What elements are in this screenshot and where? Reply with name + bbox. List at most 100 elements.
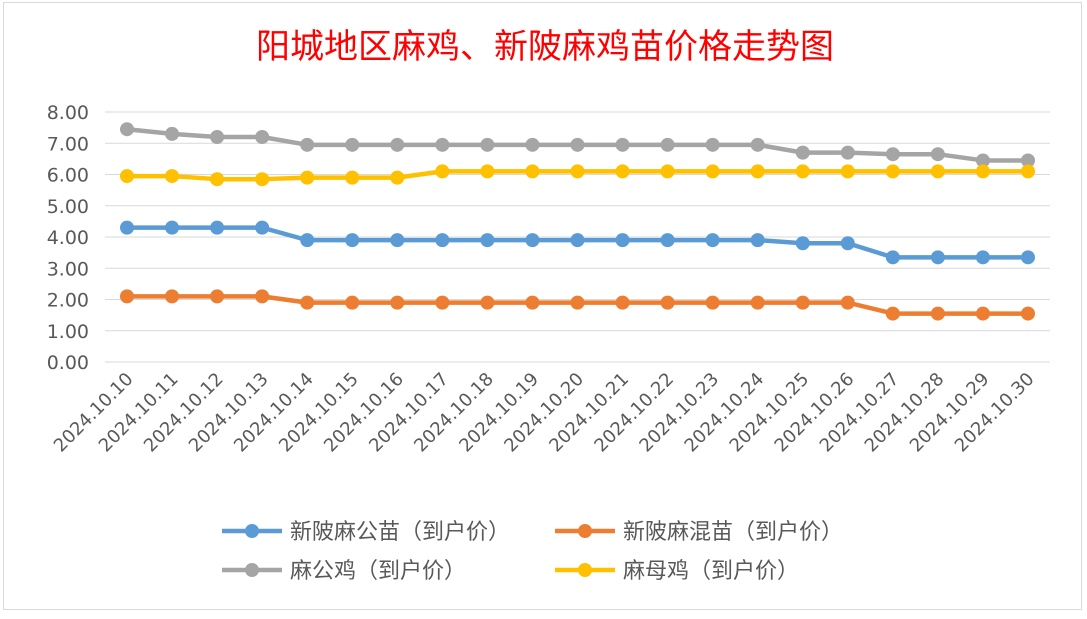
y-tick-label: 8.00 [47,102,89,124]
data-point [300,137,315,152]
data-point [705,233,720,248]
data-point [1021,306,1035,321]
legend: 新陂麻公苗（到户价） 新陂麻混苗（到户价） 麻公鸡（到户价） 麻母鸡（到户价） [222,520,843,584]
series-layer [120,122,1035,321]
legend-label: 麻公鸡（到户价） [290,559,466,584]
legend-label: 新陂麻混苗（到户价） [623,520,843,545]
y-tick-label: 5.00 [47,196,89,218]
data-point [840,164,855,179]
legend-item: 麻母鸡（到户价） [555,559,799,584]
data-point [795,164,810,179]
data-point [885,306,900,321]
data-point [570,164,585,179]
data-point [750,233,765,248]
data-point [750,164,765,179]
data-point [435,295,450,310]
data-point [345,170,360,185]
data-point [615,295,630,310]
data-point [255,172,270,187]
legend-item: 麻公鸡（到户价） [222,559,466,584]
data-point [750,137,765,152]
data-point [300,170,315,185]
data-point [480,164,495,179]
data-point [930,147,945,162]
data-point [1021,250,1035,265]
data-point [525,164,540,179]
series-2 [120,122,1035,168]
data-point [795,236,810,251]
data-point [615,137,630,152]
data-point [390,233,405,248]
data-point [930,306,945,321]
data-point [390,295,405,310]
data-point [120,122,134,137]
data-point [840,295,855,310]
y-tick-label: 7.00 [47,133,89,155]
chart-title: 阳城地区麻鸡、新陂麻鸡苗价格走势图 [256,27,834,67]
data-point [120,289,134,304]
data-point [300,295,315,310]
data-point [840,145,855,160]
data-point [435,164,450,179]
legend-label: 新陂麻公苗（到户价） [290,520,510,545]
data-point [525,233,540,248]
data-point [615,164,630,179]
legend-item: 新陂麻公苗（到户价） [222,520,510,545]
data-point [165,220,180,235]
data-point [840,236,855,251]
data-point [615,233,630,248]
legend-marker [578,524,592,538]
data-point [570,137,585,152]
data-point [480,137,495,152]
data-point [255,130,270,144]
legend-marker [245,563,259,577]
data-point [255,289,270,304]
data-point [975,153,990,168]
y-tick-label: 0.00 [47,352,89,374]
data-point [930,164,945,179]
series-0 [120,220,1035,265]
data-point [660,233,675,248]
data-point [1021,153,1035,168]
data-point [345,295,360,310]
y-tick-label: 3.00 [47,258,89,280]
data-point [165,169,180,184]
data-point [660,137,675,152]
data-point [210,172,225,187]
data-point [210,289,225,304]
series-3 [120,164,1035,187]
data-point [210,220,225,235]
data-point [435,233,450,248]
y-tick-label: 6.00 [47,165,89,187]
data-point [705,164,720,179]
data-point [930,250,945,265]
data-point [120,169,134,184]
data-point [390,170,405,185]
data-point [300,233,315,248]
data-point [885,147,900,162]
y-tick-label: 4.00 [47,227,89,249]
data-point [705,295,720,310]
data-point [120,220,134,235]
data-point [525,137,540,152]
data-point [345,233,360,248]
data-point [165,126,180,141]
data-point [975,250,990,265]
legend-marker [245,524,259,538]
chart-frame [3,2,1082,610]
series-1 [120,289,1035,321]
data-point [570,233,585,248]
data-point [345,137,360,152]
data-point [210,130,225,144]
y-tick-label: 1.00 [47,321,89,343]
data-point [660,295,675,310]
data-point [570,295,585,310]
data-point [435,137,450,152]
data-point [705,137,720,152]
y-tick-label: 2.00 [47,290,89,312]
data-point [390,137,405,152]
legend-label: 麻母鸡（到户价） [623,559,799,584]
legend-item: 新陂麻混苗（到户价） [555,520,843,545]
